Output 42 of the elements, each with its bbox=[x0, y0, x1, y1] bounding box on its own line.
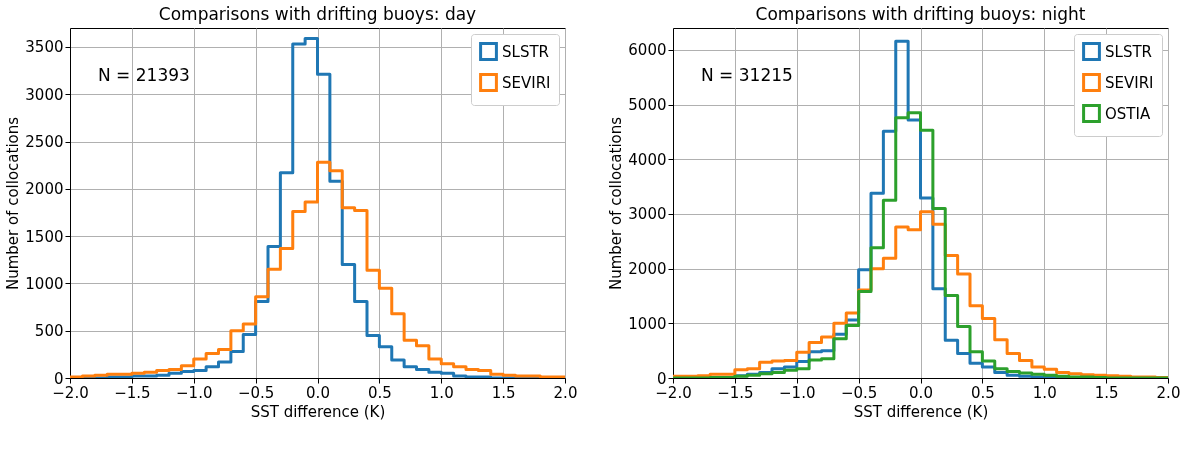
y-tick-label: 5000 bbox=[628, 96, 667, 115]
y-tick-label: 6000 bbox=[628, 41, 667, 60]
x-tick-label: 2.0 bbox=[1156, 383, 1181, 402]
y-tick-label: 3000 bbox=[628, 205, 667, 224]
x-tick-label: 1.0 bbox=[1032, 383, 1057, 402]
x-tick-label: 0.5 bbox=[970, 383, 995, 402]
x-tick-label: 1.0 bbox=[429, 383, 454, 402]
y-tick-label: 1000 bbox=[25, 274, 64, 293]
y-tick-label: 4000 bbox=[628, 150, 667, 169]
x-tick-label: −0.5 bbox=[840, 383, 878, 402]
x-tick-label: −1.5 bbox=[114, 383, 151, 402]
x-tick-label: 1.5 bbox=[491, 383, 516, 402]
x-tick-label: −0.5 bbox=[237, 383, 275, 402]
y-tick-label: 2500 bbox=[25, 133, 64, 152]
x-tick-label: 0.5 bbox=[367, 383, 392, 402]
x-axis-title: SST difference (K) bbox=[250, 402, 386, 421]
x-tick-label: 1.5 bbox=[1094, 383, 1119, 402]
y-tick-label: 2000 bbox=[25, 180, 64, 199]
legend-label: OSTIA bbox=[1105, 104, 1151, 123]
legend-label: SLSTR bbox=[1105, 42, 1152, 61]
x-tick-label: 0.0 bbox=[909, 383, 933, 402]
legend-label: SEVIRI bbox=[1105, 73, 1154, 92]
x-tick-label: −1.5 bbox=[717, 383, 754, 402]
y-axis-title: Number of collocations bbox=[4, 116, 23, 291]
chart-title: Comparisons with drifting buoys: night bbox=[755, 4, 1086, 24]
y-tick-label: 3500 bbox=[25, 38, 64, 57]
y-tick-label: 1000 bbox=[628, 314, 667, 333]
y-tick-label: 3000 bbox=[25, 85, 64, 104]
x-axis-title: SST difference (K) bbox=[853, 402, 989, 421]
chart-title: Comparisons with drifting buoys: day bbox=[158, 4, 477, 24]
y-tick-label: 1500 bbox=[25, 227, 64, 246]
y-tick-label: 500 bbox=[34, 322, 64, 341]
annotation: N = 21393 bbox=[98, 65, 190, 85]
legend-label: SLSTR bbox=[502, 42, 549, 61]
y-axis-title: Number of collocations bbox=[607, 116, 626, 291]
legend-label: SEVIRI bbox=[502, 73, 551, 92]
annotation: N = 31215 bbox=[701, 65, 793, 85]
x-tick-label: 2.0 bbox=[553, 383, 578, 402]
x-tick-label: −1.0 bbox=[779, 383, 816, 402]
x-tick-label: −1.0 bbox=[176, 383, 213, 402]
x-tick-label: 0.0 bbox=[306, 383, 330, 402]
y-tick-label: 2000 bbox=[628, 260, 667, 279]
